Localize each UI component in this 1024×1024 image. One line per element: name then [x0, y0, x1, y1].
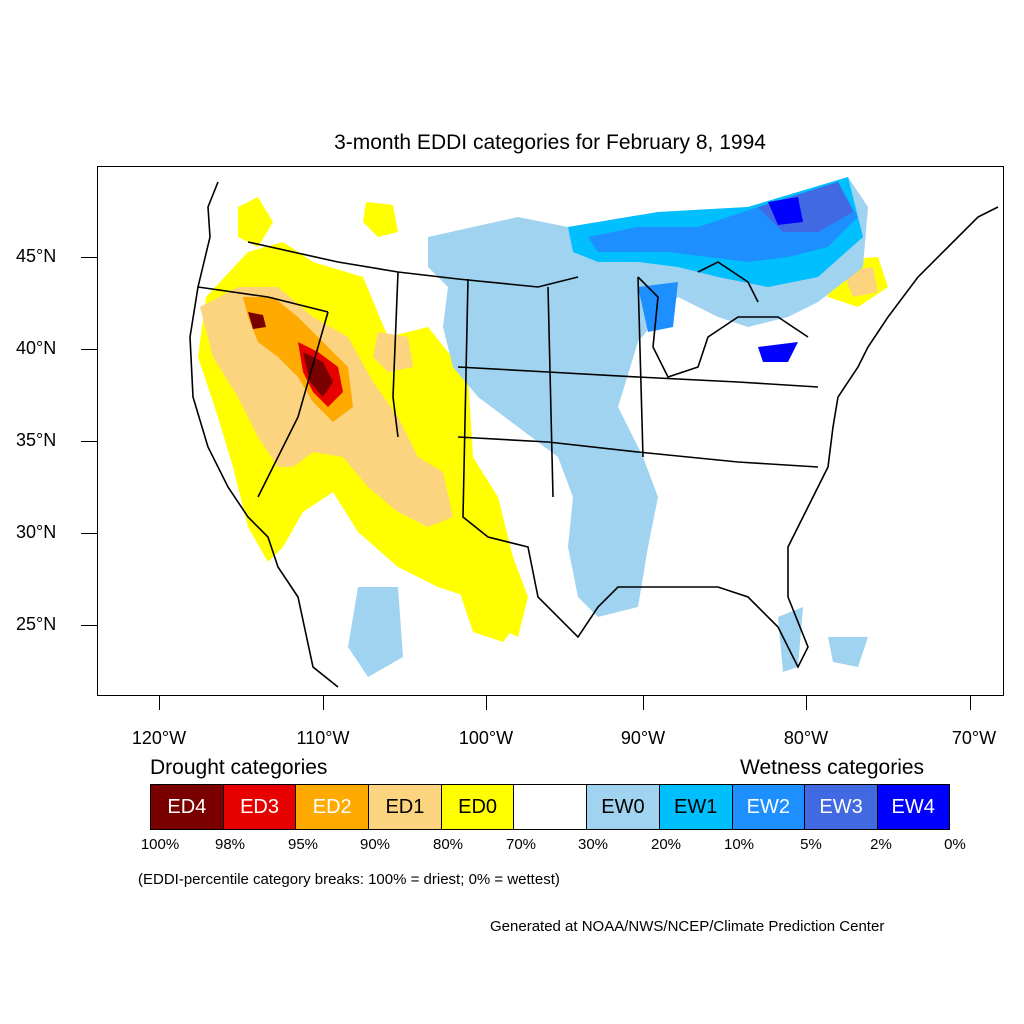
lat-label: 40°N [16, 338, 57, 358]
map-panel [97, 166, 1004, 696]
drought-heading: Drought categories [150, 756, 328, 779]
lon-tick [159, 696, 160, 710]
eddi-map [189, 177, 999, 688]
lat-tick [81, 441, 97, 442]
drought-shading [198, 197, 888, 642]
category-legend: ED4 ED3 ED2 ED1 ED0 EW0 EW1 EW2 EW3 EW4 [150, 784, 950, 830]
legend-swatch-ed4: ED4 [150, 784, 223, 830]
legend-swatch-ed2: ED2 [295, 784, 369, 830]
lon-label: 80°W [783, 728, 829, 748]
legend-swatch-ew1: EW1 [658, 784, 732, 830]
break-label: 90% [359, 836, 391, 853]
lat-label: 30°N [16, 522, 57, 542]
lon-tick [643, 696, 644, 710]
legend-swatch-ed3: ED3 [222, 784, 296, 830]
lon-label: 100°W [458, 728, 514, 748]
lon-label: 120°W [131, 728, 187, 748]
break-label: 30% [577, 836, 609, 853]
break-label: 5% [800, 836, 822, 853]
break-label: 80% [432, 836, 464, 853]
legend-swatch-ed0: ED0 [440, 784, 514, 830]
legend-swatch-ew3: EW3 [804, 784, 877, 830]
lat-tick [81, 625, 97, 626]
legend-swatch-ew0: EW0 [586, 784, 659, 830]
lat-tick [81, 533, 97, 534]
legend-swatch-ew2: EW2 [731, 784, 805, 830]
break-label: 10% [723, 836, 755, 853]
lon-label: 110°W [296, 728, 350, 748]
legend-swatch-ed1: ED1 [368, 784, 441, 830]
credit-line: Generated at NOAA/NWS/NCEP/Climate Predi… [490, 918, 885, 935]
lat-tick [81, 349, 97, 350]
break-label: 100% [140, 836, 180, 853]
lon-tick [486, 696, 487, 710]
break-label: 95% [287, 836, 319, 853]
lat-label: 35°N [16, 430, 57, 450]
break-label: 0% [944, 836, 966, 853]
breaks-note: (EDDI-percentile category breaks: 100% =… [138, 871, 560, 888]
legend-swatch-neutral [513, 784, 587, 830]
legend-swatch-ew4: EW4 [876, 784, 950, 830]
break-label: 98% [214, 836, 246, 853]
lon-tick [806, 696, 807, 710]
wetness-heading: Wetness categories [740, 756, 925, 779]
break-label: 70% [505, 836, 537, 853]
lon-tick [323, 696, 324, 710]
break-label: 20% [650, 836, 682, 853]
coastlines-and-borders [189, 181, 999, 688]
map-title: 3-month EDDI categories for February 8, … [334, 131, 766, 154]
break-label: 2% [870, 836, 892, 853]
lon-label: 70°W [951, 728, 997, 748]
lat-tick [81, 257, 97, 258]
lat-label: 45°N [16, 246, 57, 266]
lon-label: 90°W [620, 728, 666, 748]
lat-label: 25°N [16, 614, 57, 634]
lon-tick [970, 696, 971, 710]
